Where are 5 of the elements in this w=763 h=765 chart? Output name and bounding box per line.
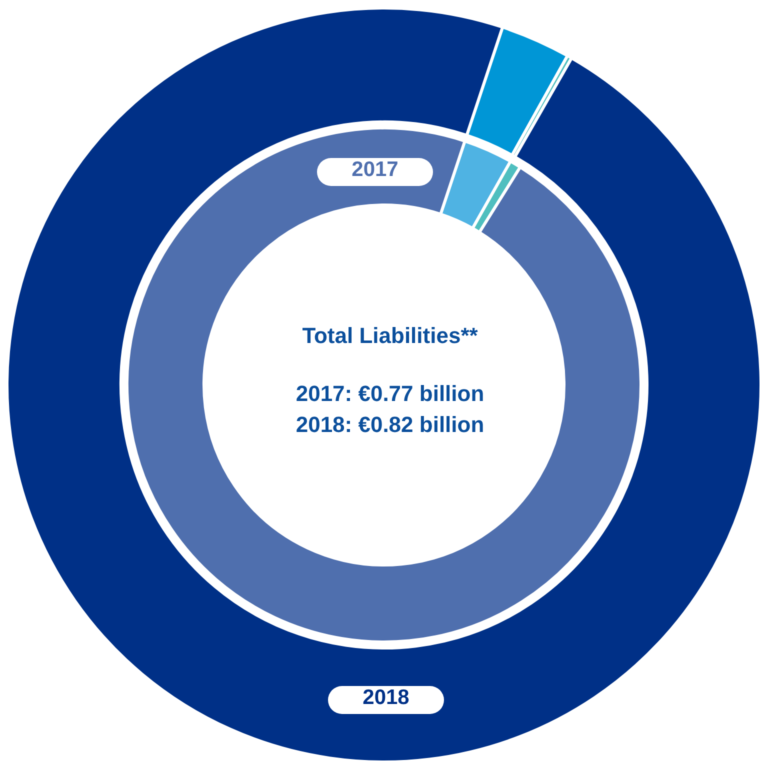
text: Total Liabilities** — [302, 323, 478, 348]
slice-label: 2018 — [328, 686, 444, 714]
text: 2018: €0.82 billion — [296, 412, 484, 437]
slice-label: 2017 — [317, 158, 433, 186]
text: 2017: €0.77 billion — [296, 381, 484, 406]
